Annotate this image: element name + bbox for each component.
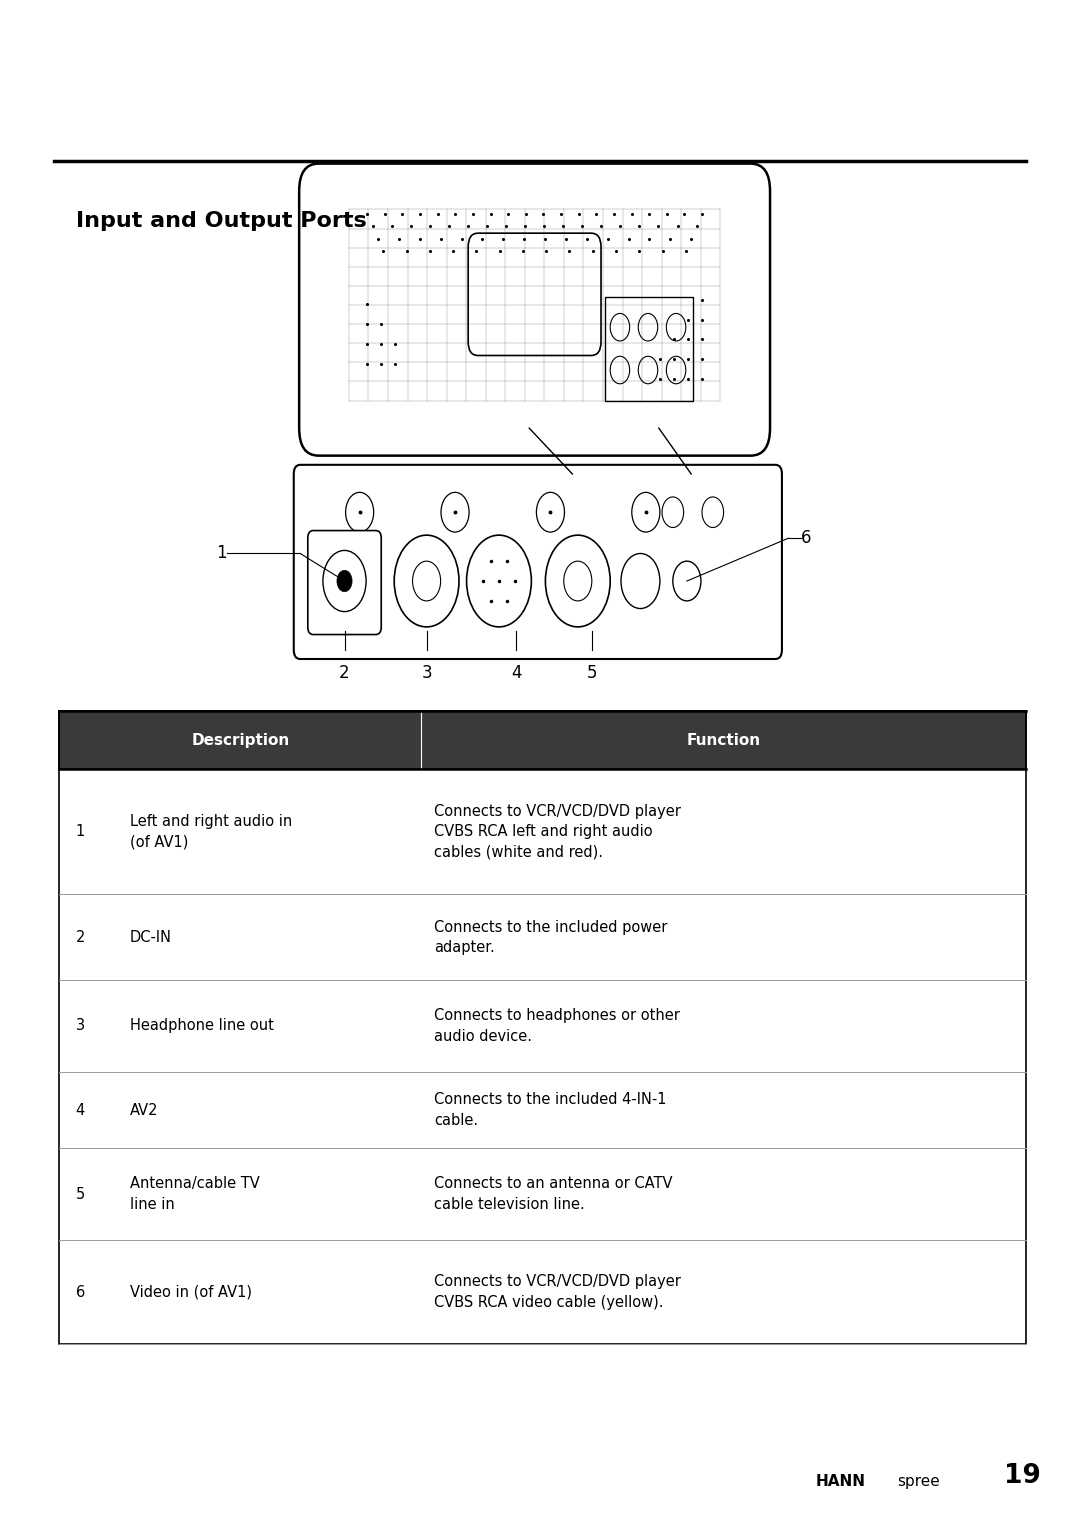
Text: Input and Output Ports: Input and Output Ports: [76, 211, 366, 231]
Text: 1: 1: [76, 824, 85, 839]
Text: Video in (of AV1): Video in (of AV1): [130, 1284, 252, 1300]
Text: 3: 3: [421, 664, 432, 682]
Text: 6: 6: [801, 529, 812, 547]
Text: 19: 19: [1004, 1463, 1041, 1489]
Text: Connects to VCR/VCD/DVD player
CVBS RCA video cable (yellow).: Connects to VCR/VCD/DVD player CVBS RCA …: [434, 1274, 681, 1310]
Text: 3: 3: [76, 1018, 84, 1034]
Text: DC-IN: DC-IN: [130, 930, 172, 945]
Bar: [59, 711, 1026, 769]
Text: 2: 2: [339, 664, 350, 682]
Text: Connects to VCR/VCD/DVD player
CVBS RCA left and right audio
cables (white and r: Connects to VCR/VCD/DVD player CVBS RCA …: [434, 804, 681, 859]
Bar: [605, 297, 693, 401]
Text: Antenna/cable TV
line in: Antenna/cable TV line in: [130, 1176, 259, 1212]
Circle shape: [337, 570, 352, 592]
Text: Function: Function: [687, 732, 760, 748]
Text: Headphone line out: Headphone line out: [130, 1018, 273, 1034]
FancyBboxPatch shape: [469, 234, 600, 356]
Text: Left and right audio in
(of AV1): Left and right audio in (of AV1): [130, 813, 292, 850]
Text: Connects to an antenna or CATV
cable television line.: Connects to an antenna or CATV cable tel…: [434, 1176, 673, 1212]
Text: 4: 4: [511, 664, 522, 682]
Text: AV2: AV2: [130, 1102, 158, 1118]
Text: Connects to the included power
adapter.: Connects to the included power adapter.: [434, 919, 667, 956]
FancyBboxPatch shape: [294, 465, 782, 659]
Text: Connects to headphones or other
audio device.: Connects to headphones or other audio de…: [434, 1008, 680, 1044]
Text: 6: 6: [76, 1284, 85, 1300]
Text: 1: 1: [216, 544, 227, 563]
Text: 2: 2: [76, 930, 85, 945]
Text: Connects to the included 4-IN-1
cable.: Connects to the included 4-IN-1 cable.: [434, 1092, 666, 1128]
Text: HANN: HANN: [815, 1474, 865, 1489]
Text: 5: 5: [76, 1187, 85, 1202]
Text: 5: 5: [586, 664, 597, 682]
Text: spree: spree: [897, 1474, 941, 1489]
Bar: [59, 711, 1026, 1344]
FancyBboxPatch shape: [308, 531, 381, 635]
Text: Description: Description: [191, 732, 289, 748]
Text: 4: 4: [76, 1102, 85, 1118]
